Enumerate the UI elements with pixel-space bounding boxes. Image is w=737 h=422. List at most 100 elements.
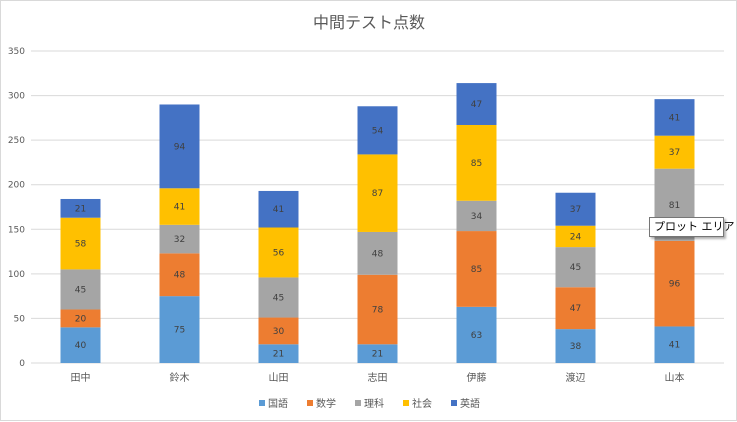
- bar-segment[interactable]: [60, 269, 101, 310]
- bar-segment[interactable]: [654, 240, 695, 327]
- data-label: 58: [75, 240, 87, 250]
- y-axis-ticks: 0 50 100 150 200 250 300 350: [8, 47, 25, 369]
- chart-title: 中間テスト点数: [313, 13, 425, 32]
- data-label: 96: [669, 280, 681, 290]
- y-tick-label: 150: [8, 225, 25, 235]
- x-axis-categories: 田中 鈴木 山田 志田 伊藤 渡辺 山本: [71, 371, 685, 384]
- legend-entry[interactable]: 国語: [268, 397, 288, 410]
- legend-entry[interactable]: 社会: [412, 397, 432, 410]
- y-tick-label: 250: [8, 136, 25, 146]
- y-tick-label: 100: [8, 270, 25, 280]
- bar-segment[interactable]: [258, 190, 299, 228]
- data-label: 21: [273, 350, 284, 360]
- data-label: 87: [372, 189, 383, 199]
- bar-segment[interactable]: [654, 326, 695, 363]
- data-label: 21: [372, 350, 383, 360]
- legend-swatch: [403, 400, 409, 406]
- legend-swatch: [451, 400, 457, 406]
- data-label: 37: [570, 205, 581, 215]
- x-category-label: 渡辺: [566, 371, 586, 384]
- data-label: 78: [372, 306, 384, 316]
- bar-segment[interactable]: [258, 317, 299, 345]
- bar-segment[interactable]: [60, 327, 101, 363]
- data-label: 20: [75, 314, 87, 324]
- bar-segment[interactable]: [159, 188, 200, 225]
- legend-entry[interactable]: 理科: [364, 397, 384, 410]
- bar-segment[interactable]: [456, 124, 497, 201]
- bar-segment[interactable]: [654, 99, 695, 136]
- y-tick-label: 50: [14, 314, 26, 324]
- data-label: 47: [570, 304, 581, 314]
- x-category-label: 山本: [665, 371, 685, 384]
- data-label: 48: [372, 249, 384, 259]
- bar-segment[interactable]: [159, 104, 200, 189]
- data-label: 30: [273, 327, 285, 337]
- bar-segment[interactable]: [456, 200, 497, 232]
- bar-segment[interactable]: [357, 154, 398, 232]
- bar-segment[interactable]: [456, 83, 497, 125]
- bar-segment[interactable]: [357, 231, 398, 275]
- bar-segment[interactable]: [258, 277, 299, 318]
- bar-segment[interactable]: [258, 227, 299, 278]
- data-label: 56: [273, 248, 285, 258]
- data-label: 94: [174, 142, 186, 152]
- bar-segment[interactable]: [555, 225, 596, 248]
- data-label: 40: [75, 341, 87, 351]
- data-label: 54: [372, 126, 384, 136]
- data-label: 85: [471, 159, 482, 169]
- x-category-label: 鈴木: [170, 371, 190, 384]
- bar-segment[interactable]: [357, 274, 398, 345]
- x-category-label: 山田: [269, 372, 289, 384]
- y-tick-label: 300: [8, 92, 25, 102]
- y-tick-label: 0: [19, 359, 25, 369]
- bar-segment[interactable]: [258, 344, 299, 363]
- x-category-label: 伊藤: [467, 372, 487, 384]
- data-label: 45: [75, 285, 86, 295]
- data-label: 41: [174, 203, 185, 213]
- x-category-label: 志田: [368, 371, 388, 384]
- legend-swatch: [307, 400, 313, 406]
- bar-segment[interactable]: [159, 224, 200, 254]
- data-label: 45: [273, 293, 284, 303]
- data-label: 47: [471, 100, 482, 110]
- legend-entry[interactable]: 数学: [316, 397, 336, 410]
- data-label: 37: [669, 148, 680, 158]
- data-label: 85: [471, 265, 482, 275]
- bar-segment[interactable]: [555, 329, 596, 363]
- legend-swatch: [355, 400, 361, 406]
- bar-segment[interactable]: [159, 253, 200, 297]
- bar-segment[interactable]: [555, 287, 596, 330]
- data-label: 45: [570, 263, 581, 273]
- plot-area[interactable]: 40 20 45 58 21 75 48 32 41 94 21 30 45 56 41 21 78 48 87 54…: [60, 83, 695, 363]
- bar-segment[interactable]: [60, 198, 101, 218]
- legend[interactable]: 国語 数学 理科 社会 英語: [259, 397, 480, 410]
- data-label: 34: [471, 212, 483, 222]
- bar-segment[interactable]: [456, 231, 497, 307]
- bar-segment[interactable]: [654, 135, 695, 169]
- bar-segment[interactable]: [555, 192, 596, 226]
- bar-segment[interactable]: [357, 106, 398, 155]
- bar-segment[interactable]: [357, 344, 398, 363]
- legend-entry[interactable]: 英語: [460, 397, 480, 410]
- bar-segment[interactable]: [60, 309, 101, 328]
- y-tick-label: 200: [8, 181, 25, 191]
- plot-area-tooltip: プロット エリア: [649, 217, 735, 237]
- x-category-label: 田中: [71, 371, 91, 384]
- data-label: 41: [669, 113, 680, 123]
- bar-segment[interactable]: [60, 217, 101, 270]
- data-label: 38: [570, 342, 582, 352]
- bar-segment[interactable]: [159, 296, 200, 363]
- data-label: 48: [174, 271, 186, 281]
- data-label: 81: [669, 201, 680, 211]
- data-label: 41: [669, 341, 680, 351]
- data-label: 41: [273, 205, 284, 215]
- data-label: 75: [174, 326, 185, 336]
- data-label: 32: [174, 235, 185, 245]
- bar-segment[interactable]: [456, 306, 497, 363]
- legend-swatch: [259, 400, 265, 406]
- bar-segment[interactable]: [555, 247, 596, 288]
- y-tick-label: 350: [8, 47, 25, 57]
- data-label: 63: [471, 331, 482, 341]
